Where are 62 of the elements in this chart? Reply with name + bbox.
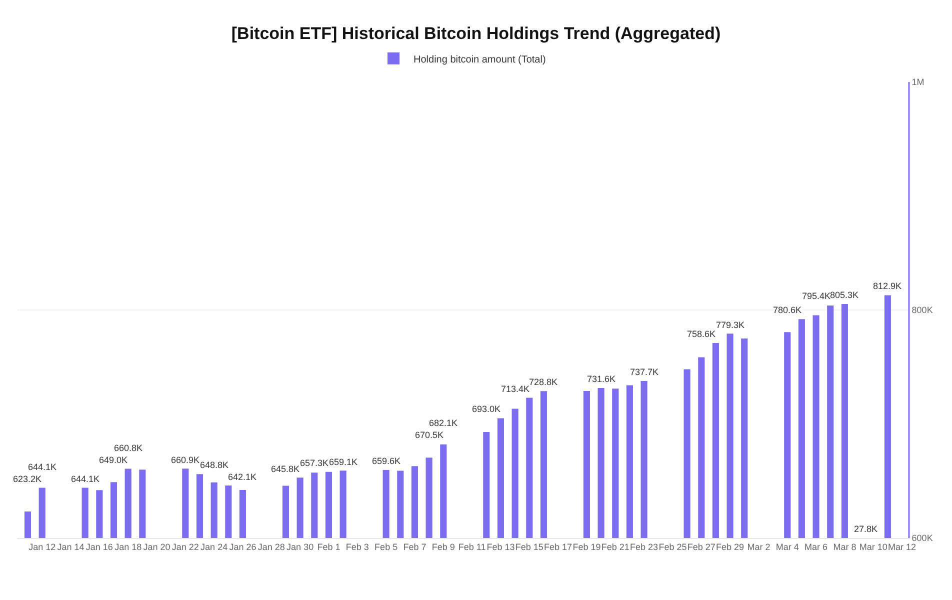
x-tick-label: Feb 7 — [403, 542, 426, 552]
x-tick-label: Feb 25 — [658, 542, 687, 552]
x-tick-label: Jan 30 — [286, 542, 314, 552]
annotation: 27.8K — [854, 524, 878, 534]
data-label: 737.7K — [630, 367, 659, 377]
x-tick-label: Mar 12 — [888, 542, 916, 552]
data-label: 644.1K — [71, 474, 100, 484]
data-label: 644.1K — [28, 462, 57, 472]
x-tick-label: Mar 2 — [747, 542, 770, 552]
chart-title: [Bitcoin ETF] Historical Bitcoin Holdings Trend (Aggregated) — [231, 24, 721, 43]
x-tick-label: Mar 10 — [859, 542, 888, 552]
y-tick-label: 800K — [912, 305, 933, 316]
x-tick-label: Mar 8 — [833, 542, 856, 552]
y-tick-label: 1M — [912, 77, 924, 88]
data-label: 812.9K — [873, 281, 902, 291]
x-tick-label: Feb 21 — [601, 542, 630, 552]
data-label: 728.8K — [529, 377, 558, 387]
data-label: 660.9K — [171, 455, 200, 465]
data-label: 659.6K — [372, 456, 401, 466]
x-tick-label: Jan 24 — [200, 542, 228, 552]
data-label: 780.6K — [773, 305, 802, 315]
data-label: 682.1K — [429, 418, 458, 428]
data-label: 659.1K — [329, 457, 358, 467]
data-label: 642.1K — [228, 472, 257, 482]
x-tick-label: Feb 23 — [630, 542, 658, 552]
data-label: 649.0K — [99, 455, 128, 465]
x-tick-label: Feb 1 — [317, 542, 340, 552]
x-tick-label: Feb 29 — [716, 542, 744, 552]
x-tick-label: Jan 28 — [258, 542, 285, 552]
x-tick-label: Feb 19 — [572, 542, 601, 552]
x-tick-label: Jan 16 — [86, 542, 113, 552]
data-label: 758.6K — [687, 329, 716, 339]
x-tick-label: Jan 14 — [57, 542, 84, 552]
legend-label: Holding bitcoin amount (Total) — [414, 54, 546, 66]
x-tick-label: Feb 17 — [544, 542, 572, 552]
x-tick-label: Mar 6 — [804, 542, 828, 552]
y-tick-label: 600K — [912, 533, 933, 544]
data-label: 657.3K — [300, 458, 329, 468]
data-label: 670.5K — [415, 430, 444, 440]
data-label: 795.4K — [802, 291, 831, 301]
data-label: 779.3K — [716, 320, 745, 330]
x-tick-label: Feb 11 — [458, 542, 486, 552]
x-tick-label: Feb 9 — [432, 542, 455, 552]
data-label: 693.0K — [472, 404, 501, 414]
data-label: 623.2K — [13, 474, 42, 484]
data-label: 805.3K — [830, 290, 859, 300]
x-tick-label: Jan 26 — [229, 542, 256, 552]
x-tick-label: Mar 4 — [776, 542, 799, 552]
x-tick-label: Jan 22 — [172, 542, 199, 552]
x-tick-label: Feb 15 — [515, 542, 544, 552]
data-label: 731.6K — [587, 374, 616, 384]
x-tick-label: Feb 27 — [687, 542, 716, 552]
x-tick-label: Jan 20 — [143, 542, 170, 552]
data-label: 648.8K — [200, 460, 229, 470]
x-tick-label: Feb 5 — [374, 542, 398, 552]
data-label: 660.8K — [114, 443, 143, 453]
x-tick-label: Jan 12 — [28, 542, 56, 552]
data-label: 713.4K — [501, 384, 530, 394]
x-tick-label: Feb 3 — [346, 542, 369, 552]
data-label: 645.8K — [271, 464, 300, 474]
x-tick-label: Feb 13 — [486, 542, 515, 552]
x-tick-label: Jan 18 — [114, 542, 142, 552]
